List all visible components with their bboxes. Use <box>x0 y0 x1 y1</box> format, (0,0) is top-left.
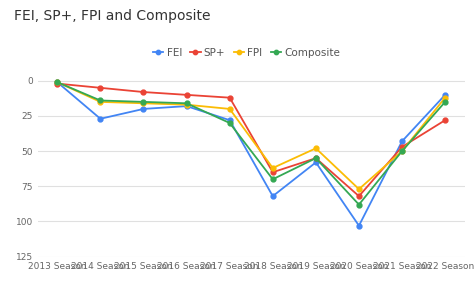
Composite <box>399 149 405 153</box>
FEI <box>141 107 146 111</box>
SP+ <box>313 156 319 160</box>
SP+ <box>399 145 405 149</box>
FPI <box>98 100 103 104</box>
Text: FEI, SP+, FPI and Composite: FEI, SP+, FPI and Composite <box>14 9 211 23</box>
Composite <box>313 156 319 160</box>
FEI <box>55 81 60 84</box>
SP+ <box>442 118 448 122</box>
Composite <box>184 101 190 105</box>
Line: Composite: Composite <box>55 80 447 207</box>
FEI <box>442 93 448 97</box>
FEI <box>356 224 362 227</box>
FEI <box>98 117 103 121</box>
FEI <box>184 104 190 108</box>
FPI <box>356 187 362 191</box>
Line: FPI: FPI <box>55 80 447 191</box>
SP+ <box>141 90 146 94</box>
Composite <box>356 203 362 206</box>
FEI <box>270 194 275 198</box>
SP+ <box>227 96 233 99</box>
Line: FEI: FEI <box>55 80 447 228</box>
FEI <box>399 140 405 143</box>
Composite <box>270 178 275 181</box>
FPI <box>184 103 190 106</box>
FEI <box>227 118 233 122</box>
Line: SP+: SP+ <box>55 81 447 199</box>
FEI <box>313 160 319 164</box>
Composite <box>98 99 103 102</box>
FPI <box>270 166 275 170</box>
SP+ <box>356 194 362 198</box>
FPI <box>141 101 146 105</box>
Composite <box>141 100 146 104</box>
Composite <box>227 121 233 125</box>
FPI <box>442 96 448 99</box>
Composite <box>442 100 448 104</box>
SP+ <box>55 82 60 85</box>
SP+ <box>184 93 190 97</box>
Composite <box>55 81 60 84</box>
Legend: FEI, SP+, FPI, Composite: FEI, SP+, FPI, Composite <box>149 44 344 62</box>
FPI <box>55 81 60 84</box>
FPI <box>227 107 233 111</box>
FPI <box>399 149 405 153</box>
SP+ <box>98 86 103 90</box>
FPI <box>313 147 319 150</box>
SP+ <box>270 171 275 174</box>
